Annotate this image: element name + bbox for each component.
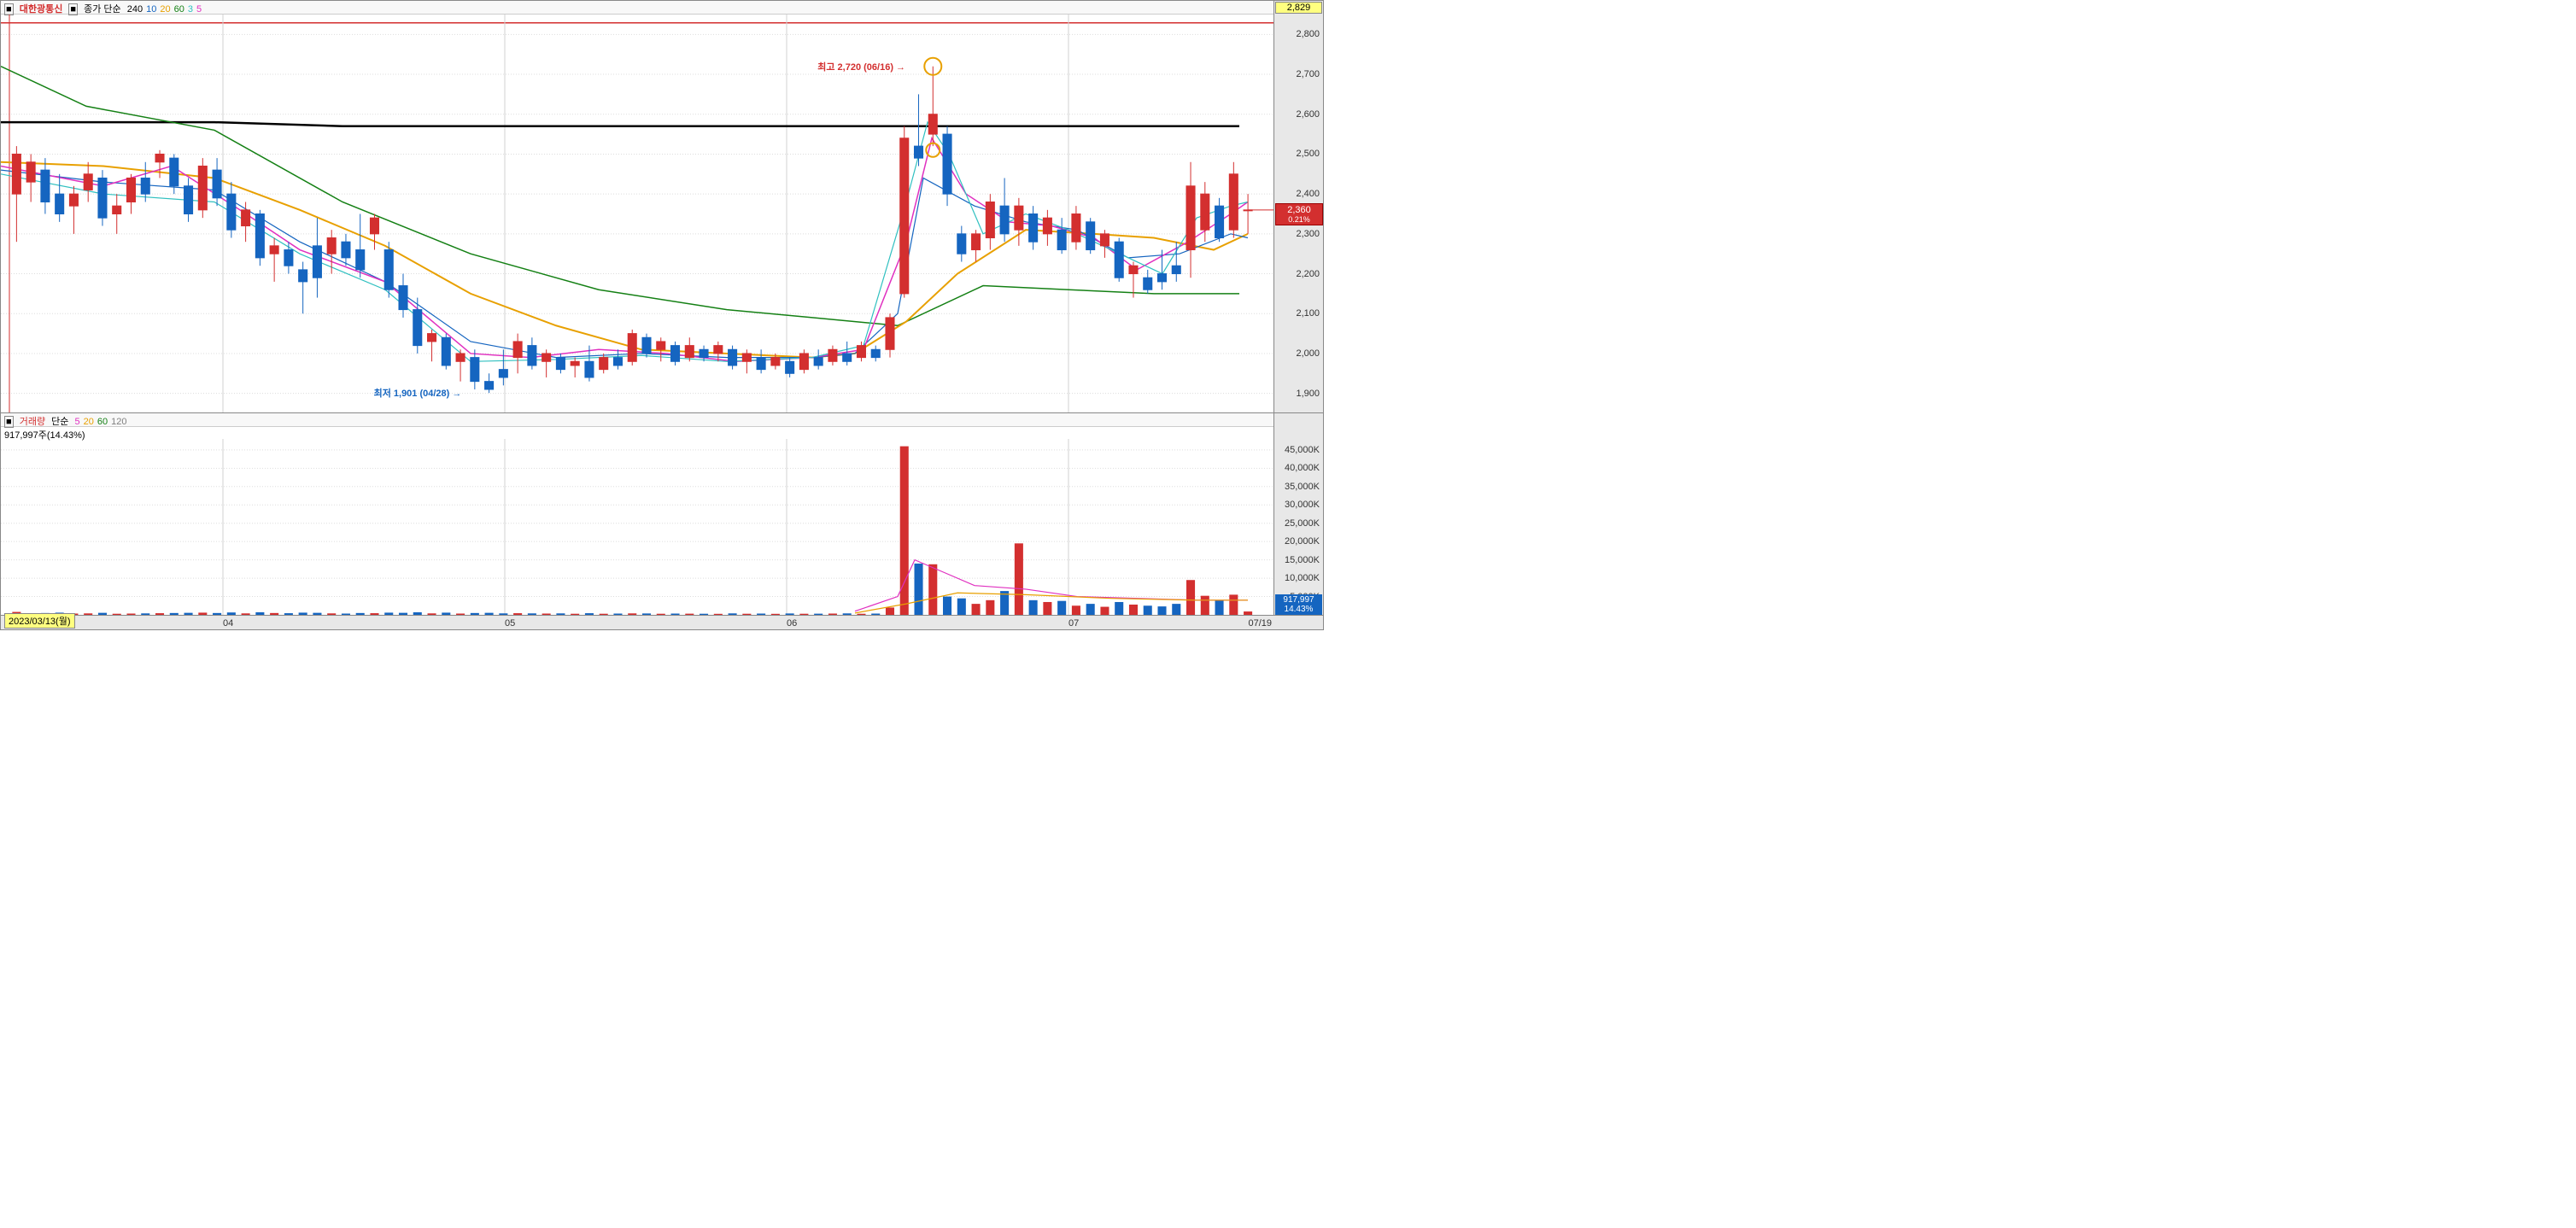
time-axis: 2023/03/13(월) 04050607 07/19 [1,615,1323,629]
end-date: 07/19 [1248,618,1272,629]
chart-container: ■ 대한광통신 ■ 종가 단순 24010206035 최고 2,720 (06… [0,0,1324,630]
low-marker: 최저 1,901 (04/28) → [374,386,462,400]
date-box: 2023/03/13(월) [4,613,75,629]
volume-yaxis: 5,000K10,000K15,000K20,000K25,000K30,000… [1273,413,1323,617]
price-yaxis: 2,829 1,9002,0002,1002,2002,3002,4002,50… [1273,1,1323,412]
price-panel[interactable]: ■ 대한광통신 ■ 종가 단순 24010206035 최고 2,720 (06… [1,1,1323,413]
volume-chart[interactable] [1,413,1273,617]
volume-panel[interactable]: ■ 거래량 단순 52060120 917,997주(14.43%) 5,000… [1,413,1323,617]
high-marker: 최고 2,720 (06/16) → [817,60,905,73]
top-price-box: 2,829 [1275,2,1322,14]
price-chart[interactable] [1,1,1273,412]
